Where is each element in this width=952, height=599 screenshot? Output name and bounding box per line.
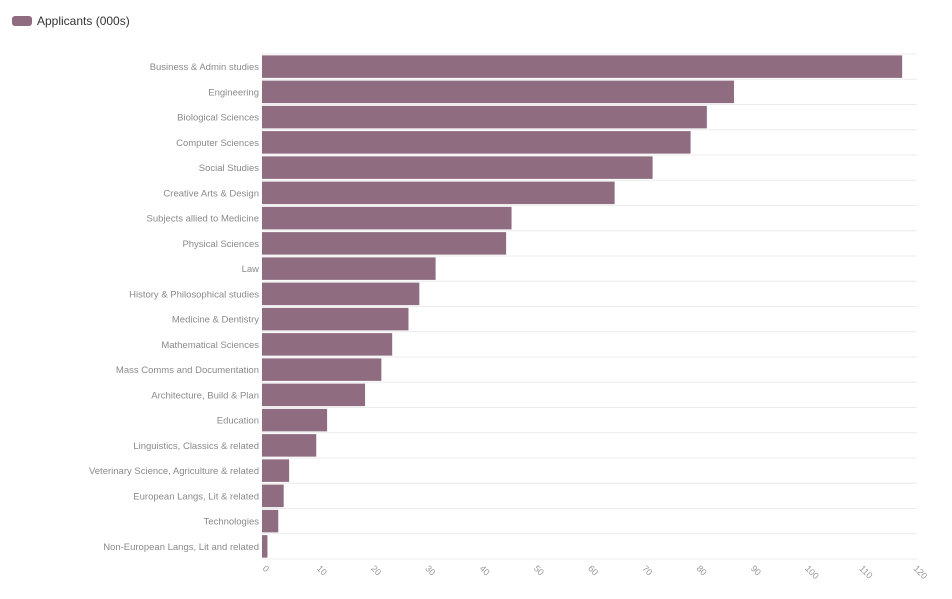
bar[interactable] [262, 181, 615, 205]
category-label: Subjects allied to Medicine [147, 214, 259, 225]
x-tick-label: 90 [749, 563, 763, 577]
x-tick-label: 50 [532, 563, 546, 577]
category-label: Creative Arts & Design [163, 188, 259, 199]
bar[interactable] [262, 535, 268, 558]
bar[interactable] [262, 408, 328, 432]
category-label: Linguistics, Classics & related [133, 441, 259, 452]
category-label: Mass Comms and Documentation [116, 365, 259, 376]
category-label: Non-European Langs, Lit and related [103, 542, 259, 553]
x-tick-label: 30 [423, 563, 437, 577]
category-label: Social Studies [199, 163, 259, 174]
category-label: European Langs, Lit & related [133, 491, 259, 502]
bar[interactable] [262, 282, 420, 306]
x-tick-label: 40 [478, 563, 492, 577]
x-tick-label: 110 [857, 563, 874, 580]
category-label: Architecture, Build & Plan [151, 390, 259, 401]
x-tick-label: 100 [803, 563, 821, 581]
x-tick-label: 70 [640, 563, 654, 577]
x-tick-label: 10 [315, 563, 329, 577]
bar[interactable] [262, 206, 512, 230]
bar[interactable] [262, 232, 507, 255]
bar[interactable] [262, 131, 691, 154]
category-label: Engineering [208, 87, 259, 98]
bar[interactable] [262, 257, 436, 280]
x-tick-label: 0 [261, 563, 272, 574]
bar[interactable] [262, 307, 409, 331]
category-label: Education [217, 416, 259, 427]
bar[interactable] [262, 459, 290, 482]
bar[interactable] [262, 105, 707, 129]
legend-swatch [12, 16, 32, 26]
category-label: Business & Admin studies [150, 62, 260, 73]
bar[interactable] [262, 484, 284, 508]
category-label: Medicine & Dentistry [172, 315, 259, 326]
x-tick-label: 60 [586, 563, 600, 577]
category-label: Physical Sciences [182, 239, 259, 250]
category-label: History & Philosophical studies [129, 289, 259, 300]
bar[interactable] [262, 156, 653, 179]
bar[interactable] [262, 358, 382, 381]
legend[interactable]: Applicants (000s) [12, 14, 130, 28]
x-tick-label: 120 [912, 563, 930, 581]
category-label: Law [242, 264, 260, 275]
bar[interactable] [262, 80, 734, 104]
category-label: Computer Sciences [176, 138, 259, 149]
category-label: Veterinary Science, Agriculture & relate… [89, 466, 259, 477]
x-tick-label: 20 [369, 563, 383, 577]
category-label: Biological Sciences [177, 113, 259, 124]
bar[interactable] [262, 434, 317, 457]
bar[interactable] [262, 509, 279, 533]
category-label: Technologies [204, 517, 260, 528]
category-label: Mathematical Sciences [161, 340, 259, 351]
x-tick-label: 80 [695, 563, 709, 577]
bar[interactable] [262, 55, 903, 78]
legend-label: Applicants (000s) [37, 14, 130, 28]
bar[interactable] [262, 383, 366, 407]
bar[interactable] [262, 333, 393, 356]
